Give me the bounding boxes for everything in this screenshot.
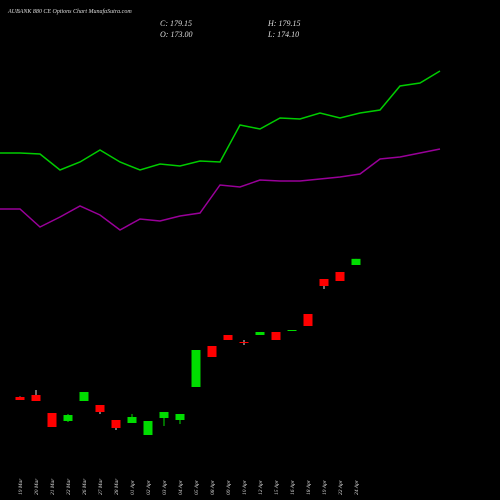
x-tick-label: 20 Mar <box>34 478 40 495</box>
x-tick-label: 15 Apr <box>274 479 280 495</box>
candle-body <box>255 332 265 335</box>
candle-body <box>127 417 137 423</box>
candle-body <box>207 346 217 357</box>
x-tick-label: 09 Apr <box>226 479 232 495</box>
x-tick-label: 26 Mar <box>82 478 88 495</box>
candle-body <box>31 395 41 401</box>
candle-body <box>15 397 25 400</box>
x-tick-label: 24 Apr <box>353 479 360 495</box>
x-tick-label: 01 Apr <box>130 479 136 495</box>
x-tick-label: 21 Mar <box>50 478 56 495</box>
open-label: O: 173.00 <box>160 30 192 39</box>
x-tick-label: 10 Apr <box>242 479 248 495</box>
candle-body <box>175 414 185 420</box>
candle-body <box>63 415 73 421</box>
indicator-line <box>0 148 441 231</box>
x-tick-label: 22 Mar <box>66 478 72 495</box>
x-tick-label: 04 Apr <box>177 479 184 495</box>
x-tick-label: 16 Apr <box>290 479 296 495</box>
candle-body <box>95 405 105 412</box>
high-label: H: 179.15 <box>267 19 300 28</box>
candle-body <box>79 392 89 401</box>
x-tick-label: 19 Apr <box>322 479 328 495</box>
candle-body <box>303 314 313 326</box>
candle-body <box>159 412 169 418</box>
x-tick-label: 03 Apr <box>162 479 168 495</box>
x-tick-label: 18 Apr <box>306 479 312 495</box>
candle-body <box>191 350 201 387</box>
candle-body <box>47 413 57 427</box>
candle-body <box>335 272 345 281</box>
candle-body <box>143 421 153 435</box>
chart-title: AUBANK 880 CE Options Chart MunafaSutra.… <box>7 8 132 15</box>
candle-body <box>271 332 281 340</box>
x-tick-label: 12 Apr <box>258 479 264 495</box>
candle-body <box>287 330 297 331</box>
candle-body <box>223 335 233 340</box>
indicator-line <box>0 70 441 171</box>
x-tick-label: 27 Mar <box>98 478 104 495</box>
candle-body <box>319 279 329 286</box>
candle-body <box>351 258 361 265</box>
candle-body <box>239 342 249 343</box>
x-tick-label: 22 Apr <box>338 479 344 495</box>
candle-body <box>111 420 121 428</box>
x-tick-label: 02 Apr <box>146 479 152 495</box>
close-label: C: 179.15 <box>160 19 192 28</box>
x-tick-label: 19 Mar <box>18 478 24 495</box>
low-label: L: 174.10 <box>267 30 299 39</box>
x-tick-label: 08 Apr <box>210 479 216 495</box>
x-tick-label: 28 Mar <box>114 478 120 495</box>
x-tick-label: 05 Apr <box>194 479 200 495</box>
